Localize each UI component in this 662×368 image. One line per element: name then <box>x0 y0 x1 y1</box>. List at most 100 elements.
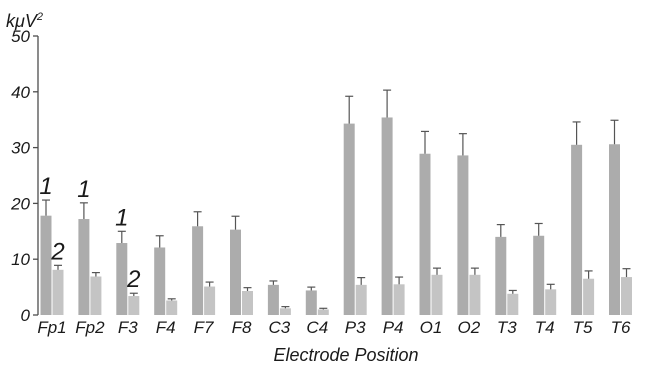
x-tick-label: C3 <box>269 318 291 337</box>
error-bar-series-1-t5 <box>572 121 581 145</box>
y-tick-labels: 0 10 20 30 40 50 <box>10 27 30 325</box>
bar-series-2-t4 <box>545 289 557 315</box>
bar-series-1-f8 <box>230 229 241 315</box>
bar-series-1-fp2 <box>78 219 90 315</box>
error-bar-series-2-f8 <box>243 287 252 292</box>
x-axis-title: Electrode Position <box>273 345 418 365</box>
bar-series-1-o2 <box>457 155 469 315</box>
y-tick-label: 30 <box>11 139 30 158</box>
error-bar-series-2-p3 <box>357 277 366 285</box>
bar-series-1-f4 <box>154 247 166 315</box>
error-bar-series-1-t3 <box>496 224 505 237</box>
error-bar-series-1-t6 <box>610 119 619 145</box>
y-tick-label: 50 <box>11 27 30 46</box>
error-bar-series-1-fp2 <box>79 202 88 220</box>
x-tick-label: F4 <box>156 318 176 337</box>
y-axis-title-superscript: 2 <box>36 11 43 23</box>
x-tick-label: F3 <box>118 318 138 337</box>
y-tick-label: 0 <box>21 306 31 325</box>
bar-series-2-o1 <box>431 274 443 315</box>
bar-series-2-t3 <box>507 293 519 315</box>
bar-annotation: 1 <box>115 204 128 231</box>
error-bar-series-2-f4 <box>167 298 176 301</box>
bar-series-2-f4 <box>166 300 178 315</box>
error-bar-series-2-p4 <box>395 276 404 285</box>
x-tick-label: Fp1 <box>37 318 66 337</box>
bar-series-2-c4 <box>317 309 329 315</box>
bar-series-2-p3 <box>355 284 367 315</box>
x-tick-label: P3 <box>345 318 366 337</box>
bar-series-2-fp1 <box>52 269 64 315</box>
x-tick-label: F7 <box>194 318 214 337</box>
error-bar-series-2-o2 <box>470 267 479 275</box>
bar-series-2-f7 <box>204 286 216 315</box>
x-tick-label: T5 <box>573 318 593 337</box>
error-bar-series-2-f3 <box>129 292 138 297</box>
bar-series-1-t4 <box>533 235 545 315</box>
error-bar-series-2-t5 <box>584 270 593 279</box>
error-bars-layer <box>42 89 631 310</box>
error-bar-series-1-fp1 <box>42 199 50 216</box>
bar-annotation: 2 <box>50 238 64 265</box>
y-tick-label: 10 <box>11 250 30 269</box>
y-axis-title-main: kμV <box>6 11 39 31</box>
error-bar-series-1-f4 <box>155 235 164 248</box>
bar-series-1-f3 <box>116 243 128 315</box>
error-bar-series-2-c3 <box>281 306 290 309</box>
axes-layer <box>33 35 39 316</box>
error-bar-series-2-f7 <box>205 281 214 287</box>
error-bar-series-1-c3 <box>269 280 278 285</box>
bar-series-2-t5 <box>583 278 595 315</box>
bar-annotation: 1 <box>77 176 90 203</box>
bar-series-2-f3 <box>128 296 140 315</box>
error-bar-series-1-p3 <box>345 95 354 124</box>
error-bar-series-1-c4 <box>307 286 316 291</box>
error-bar-series-1-o2 <box>458 133 467 156</box>
x-tick-label: Fp2 <box>75 318 105 337</box>
y-axis-title: kμV2 <box>6 11 43 31</box>
bar-series-2-p4 <box>393 284 405 315</box>
x-tick-label: T4 <box>535 318 555 337</box>
error-bar-series-1-f3 <box>117 230 126 244</box>
error-bar-series-1-t4 <box>534 222 543 236</box>
error-bar-series-1-f7 <box>193 211 202 227</box>
x-tick-label: T6 <box>611 318 631 337</box>
x-tick-label: C4 <box>306 318 328 337</box>
error-bar-series-2-fp2 <box>91 271 100 277</box>
bar-annotation: 1 <box>39 173 52 200</box>
bar-series-1-t3 <box>495 236 507 315</box>
bar-series-1-f7 <box>192 226 204 315</box>
x-tick-labels: Fp1 Fp2 F3 F4 F7 F8 C3 C4 P3 P4 O1 O2 T3 T4 T5 T6 <box>37 318 631 337</box>
bar-series-1-p3 <box>343 123 355 315</box>
bar-series-1-p4 <box>381 117 393 315</box>
error-bar-series-2-fp1 <box>54 264 62 270</box>
bar-series-1-c4 <box>305 290 317 315</box>
bar-series-2-t6 <box>621 277 632 315</box>
error-bar-series-2-o1 <box>433 267 441 275</box>
error-bar-series-1-o1 <box>421 130 429 154</box>
x-tick-label: O2 <box>458 318 481 337</box>
x-tick-label: F8 <box>232 318 252 337</box>
bar-series-1-t6 <box>609 144 620 315</box>
bar-series-2-f8 <box>242 291 253 315</box>
y-tick-label: 40 <box>11 83 30 102</box>
error-bar-series-2-t4 <box>546 283 555 290</box>
bar-series-1-c3 <box>267 284 279 315</box>
x-tick-label: O1 <box>420 318 443 337</box>
y-tick-label: 20 <box>10 194 30 213</box>
bar-series-2-fp2 <box>90 276 102 315</box>
error-bar-series-1-f8 <box>231 215 240 230</box>
bar-series-2-c3 <box>279 308 291 315</box>
error-bar-series-2-t6 <box>622 268 631 278</box>
bar-series-1-fp1 <box>40 215 52 315</box>
error-bar-series-2-t3 <box>508 289 517 294</box>
bar-series-2-o2 <box>469 274 481 315</box>
x-tick-label: P4 <box>383 318 404 337</box>
x-tick-label: T3 <box>497 318 517 337</box>
bar-series-1-o1 <box>419 153 431 315</box>
bar-series-1-t5 <box>571 144 583 315</box>
bars-layer <box>40 117 632 315</box>
error-bar-series-1-p4 <box>383 89 392 118</box>
